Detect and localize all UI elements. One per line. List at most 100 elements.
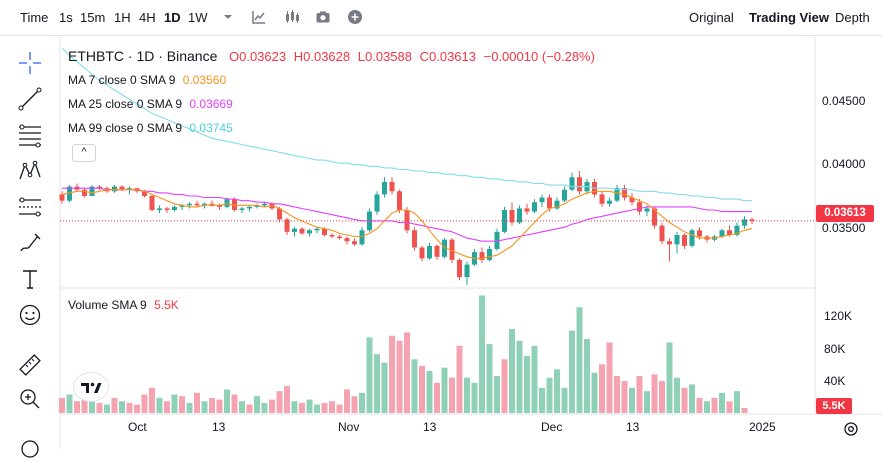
candle [404,206,410,234]
candle-body [232,199,237,211]
candle-body [127,188,132,190]
volume-bar [486,344,493,413]
candle-body [607,200,612,204]
candle [412,227,417,251]
candle [89,185,95,196]
volume-legend[interactable]: Volume SMA 9 5.5K [68,298,179,312]
forecast-icon[interactable] [16,193,44,221]
text-icon[interactable] [16,265,44,293]
settings-gear-icon[interactable] [842,420,860,438]
ruler-icon[interactable] [16,351,44,379]
price-chart[interactable] [0,0,882,449]
view-original[interactable]: Original [689,10,734,25]
candle-body [97,186,102,189]
pattern-icon[interactable] [16,157,44,185]
volume-bar [299,402,305,413]
candle-body [172,206,177,211]
ma99-legend[interactable]: MA 99 close 0 SMA 9 0.03745 [68,121,233,135]
candle [674,231,680,254]
view-trading-view[interactable]: Trading View [749,10,829,25]
candle-body [749,219,755,221]
candle-body [89,186,95,196]
volume-bar [239,401,245,413]
volume-bar [276,391,283,413]
volume-bar [134,404,140,413]
zoom-in-icon[interactable] [16,385,44,413]
ma7-label: MA 7 close 0 SMA 9 [68,73,176,87]
volume-bar [201,401,208,413]
volume-bar [224,389,230,413]
timeframe-time[interactable]: Time [20,10,49,25]
camera-icon[interactable] [315,9,331,25]
volume-bar [494,376,500,413]
candle-body [644,208,650,212]
timeframe-4h[interactable]: 4H [139,10,156,25]
brush-icon[interactable] [16,229,44,257]
candle-body [382,181,387,195]
volume-bar [516,340,523,413]
candle [434,244,440,260]
candle [682,233,687,250]
candle [397,189,402,214]
candle [187,202,192,209]
volume-bar [569,330,575,413]
candle-body [419,247,425,259]
candle [209,200,215,207]
symbol-label[interactable]: ETHBTC · 1D · Binance [68,48,218,64]
candle-body [389,181,395,192]
timeframe-1d[interactable]: 1D [164,10,181,25]
volume-bar [584,339,590,413]
volume-bar [284,386,290,413]
time-tick: Oct [128,420,147,434]
candle [164,206,170,214]
volume-bar [194,392,200,413]
price-tick: 0.03500 [822,221,866,235]
volume-bar [74,401,80,413]
ma25-legend[interactable]: MA 25 close 0 SMA 9 0.03669 [68,97,233,111]
candle-body [682,234,687,246]
add-icon[interactable] [347,9,363,25]
timeframe-1w[interactable]: 1W [188,10,208,25]
candle [494,228,500,251]
volume-bar [156,397,163,413]
indicator-icon[interactable] [251,9,267,25]
candle [254,203,260,209]
timeframe-15m[interactable]: 15m [80,10,106,25]
view-depth[interactable]: Depth [835,10,870,25]
candle [704,234,710,243]
volume-bar [374,354,380,413]
candle-body [157,208,162,211]
candle-body [397,191,402,211]
volume-bar [696,397,703,413]
volume-tick: 80K [824,342,846,356]
candle [172,205,177,212]
candle [667,238,672,262]
crosshair-icon[interactable] [16,49,44,77]
candle [464,261,470,285]
tradingview-logo[interactable] [73,372,109,402]
trend-line-icon[interactable] [16,85,44,113]
emoji-icon[interactable] [16,301,44,329]
ma7-legend[interactable]: MA 7 close 0 SMA 9 0.03560 [68,73,226,87]
candle-body [404,210,410,231]
fib-retracement-icon[interactable] [16,121,44,149]
candle [97,185,102,190]
ma7-value: 0.03560 [182,73,227,87]
chevron-down-icon[interactable] [220,9,236,25]
volume-bar [366,337,373,413]
volume-bar [351,396,358,413]
timeframe-1s[interactable]: 1s [59,10,73,25]
candle-body [742,219,747,226]
volume-bar [321,402,328,413]
candle-type-icon[interactable] [284,9,300,25]
volume-bar [606,342,613,413]
timeframe-1h[interactable]: 1H [114,10,131,25]
time-tick: Dec [541,420,563,434]
volume-bar [216,399,223,413]
collapse-legend-button[interactable]: ^ [72,144,96,162]
volume-bar [599,364,605,413]
volume-bar [509,329,515,413]
candle-body [539,197,545,203]
candle-body [562,189,567,201]
candle [562,186,567,203]
